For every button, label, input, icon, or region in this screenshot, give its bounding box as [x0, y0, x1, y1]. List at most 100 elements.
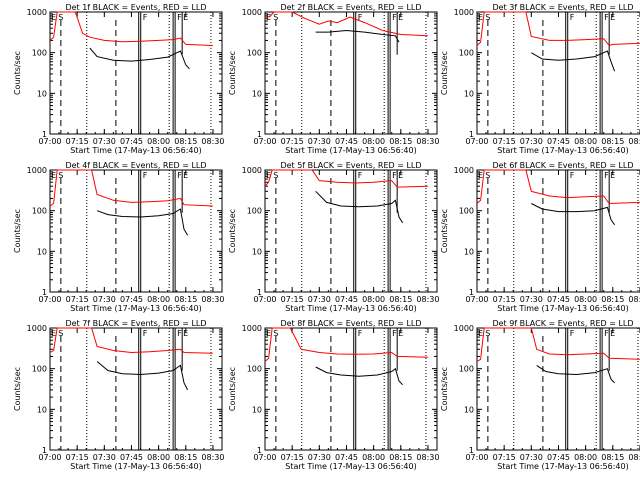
interval-marker-label: F	[143, 171, 148, 180]
x-tick-label: 08:15	[601, 295, 624, 304]
interval-marker-label: E	[610, 13, 615, 22]
x-tick-label: 07:45	[335, 295, 358, 304]
events-rate-line	[315, 366, 403, 386]
x-tick-label: 08:15	[389, 137, 412, 146]
x-tick-label: 08:30	[416, 137, 439, 146]
x-tick-label: 08:00	[362, 295, 385, 304]
events-rate-line	[531, 50, 616, 72]
interval-marker-label: E	[610, 171, 615, 180]
x-tick-label: 07:45	[120, 453, 143, 462]
y-tick-label: 100	[459, 49, 474, 58]
y-tick-label: 10	[464, 89, 474, 98]
y-tick-label: 1	[257, 130, 262, 139]
lld-rate-line	[476, 327, 640, 362]
plot-frame	[264, 169, 438, 293]
y-tick-label: 1000	[454, 324, 474, 333]
y-tick-label: 1000	[27, 324, 47, 333]
y-tick-label: 100	[247, 49, 262, 58]
x-tick-label: 07:45	[547, 137, 570, 146]
x-tick-label: 08:00	[574, 453, 597, 462]
interval-marker-label: F	[570, 13, 575, 22]
events-rate-line	[315, 29, 400, 43]
interval-marker-label: S	[273, 171, 278, 180]
interval-marker-label: E	[478, 171, 483, 180]
x-tick-label: 08:30	[201, 453, 224, 462]
y-tick-label: 1000	[27, 166, 47, 175]
x-tick-label: 08:30	[628, 295, 640, 304]
x-tick-label: 08:00	[147, 295, 170, 304]
lld-rate-line	[476, 169, 640, 205]
interval-marker-label: E	[266, 13, 271, 22]
x-tick-label: 07:30	[308, 295, 331, 304]
panel-det-3f: Det 3f BLACK = Events, RED = LLD 1 10 100 10…	[440, 3, 640, 155]
interval-marker-label: S	[58, 329, 63, 338]
y-tick-label: 100	[247, 207, 262, 216]
interval-marker-label: F	[570, 329, 575, 338]
x-tick-label: 07:00	[465, 137, 488, 146]
y-tick-label: 1000	[242, 324, 262, 333]
x-axis-label: Start Time (17-May-13 06:56:40)	[497, 146, 628, 155]
x-tick-label: 07:15	[281, 453, 304, 462]
panel-det-4f: Det 4f BLACK = Events, RED = LLD 1 10 100 10…	[13, 161, 224, 313]
x-tick-label: 08:15	[601, 453, 624, 462]
x-axis-label: Start Time (17-May-13 06:56:40)	[70, 146, 201, 155]
lld-rate-line	[49, 11, 213, 46]
panel-det-6f: Det 6f BLACK = Events, RED = LLD 1 10 100 10…	[440, 161, 640, 313]
y-tick-label: 100	[32, 49, 47, 58]
y-tick-label: 1000	[242, 166, 262, 175]
lld-rate-line	[49, 327, 213, 354]
y-tick-label: 100	[459, 365, 474, 374]
y-tick-label: 10	[252, 89, 262, 98]
plot-frame	[264, 327, 438, 451]
plot-frame	[49, 327, 223, 451]
interval-marker-label: F	[392, 329, 397, 338]
y-tick-label: 1	[257, 446, 262, 455]
interval-marker-label: S	[485, 329, 490, 338]
x-tick-label: 08:30	[628, 453, 640, 462]
y-tick-label: 10	[37, 247, 47, 256]
interval-marker-label: S	[273, 329, 278, 338]
panel-title: Det 1f BLACK = Events, RED = LLD	[65, 3, 206, 12]
panel-det-8f: Det 8f BLACK = Events, RED = LLD 1 10 100 10…	[228, 319, 439, 471]
interval-marker-label: E	[266, 329, 271, 338]
x-axis-label: Start Time (17-May-13 06:56:40)	[70, 304, 201, 313]
interval-marker-label: E	[478, 329, 483, 338]
interval-marker-label: E	[183, 329, 188, 338]
x-tick-label: 08:30	[201, 295, 224, 304]
x-tick-label: 07:30	[308, 453, 331, 462]
y-axis-label: Counts/sec	[440, 51, 449, 95]
x-tick-label: 07:45	[547, 295, 570, 304]
plot-frame	[476, 169, 640, 293]
interval-marker-label: F	[177, 171, 182, 180]
interval-marker-label: F	[358, 171, 363, 180]
x-tick-label: 08:00	[574, 295, 597, 304]
x-tick-label: 07:00	[38, 137, 61, 146]
interval-marker-label: F	[570, 171, 575, 180]
x-tick-label: 07:15	[66, 453, 89, 462]
panel-title: Det 8f BLACK = Events, RED = LLD	[280, 319, 421, 328]
x-axis-label: Start Time (17-May-13 06:56:40)	[70, 462, 201, 471]
x-axis-label: Start Time (17-May-13 06:56:40)	[497, 462, 628, 471]
plot-frame	[264, 11, 438, 135]
interval-marker-label: S	[58, 171, 63, 180]
panel-title: Det 5f BLACK = Events, RED = LLD	[280, 161, 421, 170]
lld-rate-line	[49, 169, 213, 207]
interval-marker-label: S	[58, 13, 63, 22]
panel-det-9f: Det 9f BLACK = Events, RED = LLD 1 10 100 10…	[440, 319, 640, 471]
events-rate-line	[96, 208, 189, 236]
y-axis-label: Counts/sec	[13, 51, 22, 95]
interval-marker-label: E	[610, 329, 615, 338]
y-axis-label: Counts/sec	[228, 51, 237, 95]
x-tick-label: 07:15	[493, 295, 516, 304]
x-tick-label: 08:15	[601, 137, 624, 146]
x-tick-label: 07:00	[465, 295, 488, 304]
interval-marker-label: S	[273, 13, 278, 22]
x-tick-label: 07:45	[335, 453, 358, 462]
x-tick-label: 08:30	[201, 137, 224, 146]
x-tick-label: 07:30	[93, 137, 116, 146]
x-tick-label: 07:45	[547, 453, 570, 462]
interval-marker-label: F	[358, 329, 363, 338]
interval-marker-label: F	[177, 13, 182, 22]
panel-det-2f: Det 2f BLACK = Events, RED = LLD 1 10 100 10…	[228, 3, 439, 155]
x-tick-label: 07:00	[253, 453, 276, 462]
